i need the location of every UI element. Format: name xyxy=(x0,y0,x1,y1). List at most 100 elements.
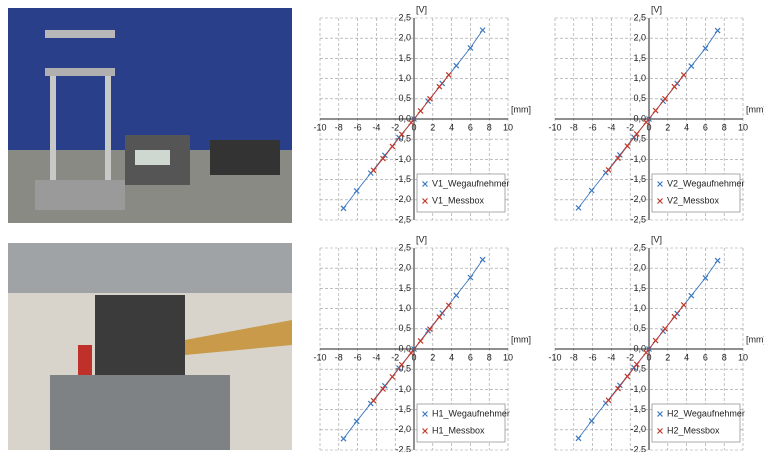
y-tick-label: 0,5 xyxy=(633,93,646,103)
photo-sensor xyxy=(95,295,185,375)
y-tick-label: 1,5 xyxy=(633,53,646,63)
marker xyxy=(589,188,594,193)
marker xyxy=(446,72,451,77)
y-tick-label: -2,0 xyxy=(395,424,411,434)
marker xyxy=(427,327,432,332)
photo-top xyxy=(8,8,292,223)
y-tick-label: -2,5 xyxy=(630,214,646,224)
legend-label: H1_Wegaufnehmer xyxy=(432,408,510,418)
photo-frame xyxy=(50,70,56,180)
x-tick-label: 2 xyxy=(430,352,435,362)
x-tick-label: -4 xyxy=(372,352,380,362)
y-axis-label: [V] xyxy=(651,4,662,14)
y-tick-label: -1,0 xyxy=(395,384,411,394)
y-tick-label: -1,5 xyxy=(395,404,411,414)
marker xyxy=(446,303,451,308)
photo-base xyxy=(50,375,230,450)
x-tick-label: -2 xyxy=(626,122,634,132)
x-tick-label: -2 xyxy=(391,352,399,362)
chart: -10-8-6-4-20246810-2,5-2,0-1,5-1,0-0,50,… xyxy=(313,234,531,452)
y-axis-label: [V] xyxy=(651,234,662,244)
y-tick-label: 2,5 xyxy=(398,12,411,22)
x-tick-label: -10 xyxy=(548,122,561,132)
marker xyxy=(672,314,677,319)
x-tick-label: -8 xyxy=(570,352,578,362)
x-tick-label: -10 xyxy=(548,352,561,362)
y-axis-label: [V] xyxy=(416,4,427,14)
page: -10-8-6-4-20246810-2,5-2,0-1,5-1,0-0,50,… xyxy=(0,0,764,452)
y-tick-label: 1,0 xyxy=(398,73,411,83)
marker xyxy=(354,188,359,193)
x-tick-label: 6 xyxy=(468,122,473,132)
marker xyxy=(341,206,346,211)
x-tick-label: -2 xyxy=(626,352,634,362)
x-tick-label: -10 xyxy=(313,352,326,362)
marker xyxy=(354,419,359,424)
marker xyxy=(606,167,611,172)
y-tick-label: 0,0 xyxy=(633,343,646,353)
y-tick-label: -2,0 xyxy=(630,424,646,434)
marker xyxy=(625,144,630,149)
y-tick-label: 2,0 xyxy=(633,33,646,43)
marker xyxy=(606,398,611,403)
photo-bottom xyxy=(8,243,292,450)
marker xyxy=(480,257,485,262)
x-tick-label: -6 xyxy=(589,352,597,362)
x-tick-label: 4 xyxy=(449,122,454,132)
marker xyxy=(437,84,442,89)
y-axis-label: [V] xyxy=(416,234,427,244)
chart: -10-8-6-4-20246810-2,5-2,0-1,5-1,0-0,50,… xyxy=(548,234,764,452)
y-tick-label: 1,0 xyxy=(633,73,646,83)
marker xyxy=(681,72,686,77)
x-tick-label: -6 xyxy=(589,122,597,132)
marker xyxy=(390,374,395,379)
marker xyxy=(576,205,581,210)
marker xyxy=(689,293,694,298)
photo-display xyxy=(135,150,170,165)
x-axis-label: [mm] xyxy=(746,104,764,114)
marker xyxy=(390,144,395,149)
marker xyxy=(625,374,630,379)
x-tick-label: -4 xyxy=(607,122,615,132)
x-axis-label: [mm] xyxy=(746,334,764,344)
y-tick-label: -1,5 xyxy=(395,174,411,184)
y-tick-label: 0,0 xyxy=(398,343,411,353)
photo-extinguisher xyxy=(78,345,92,375)
x-tick-label: -8 xyxy=(335,122,343,132)
x-tick-label: -6 xyxy=(354,352,362,362)
legend-label: V2_Messbox xyxy=(667,195,720,205)
x-tick-label: 4 xyxy=(449,352,454,362)
x-tick-label: 2 xyxy=(430,122,435,132)
chart: -10-8-6-4-20246810-2,5-2,0-1,5-1,0-0,50,… xyxy=(313,4,531,224)
y-tick-label: -2,5 xyxy=(395,214,411,224)
y-tick-label: 1,5 xyxy=(398,283,411,293)
x-tick-label: 4 xyxy=(684,352,689,362)
photo-device xyxy=(210,140,280,175)
y-tick-label: -2,0 xyxy=(395,194,411,204)
marker xyxy=(480,28,485,33)
photo-plate xyxy=(8,243,292,293)
x-tick-label: -8 xyxy=(335,352,343,362)
marker xyxy=(341,436,346,441)
y-tick-label: -2,5 xyxy=(630,444,646,452)
photo-base xyxy=(35,180,125,210)
y-tick-label: 2,5 xyxy=(633,12,646,22)
x-tick-label: 6 xyxy=(703,122,708,132)
y-tick-label: -2,0 xyxy=(630,194,646,204)
y-tick-label: 0,5 xyxy=(398,93,411,103)
y-tick-label: -1,0 xyxy=(630,384,646,394)
x-axis-label: [mm] xyxy=(511,334,531,344)
y-tick-label: 0,5 xyxy=(398,323,411,333)
marker xyxy=(589,418,594,423)
photo-frame xyxy=(45,30,115,38)
marker xyxy=(715,28,720,33)
marker xyxy=(418,108,423,113)
y-tick-label: 0,0 xyxy=(398,113,411,123)
legend-label: H2_Wegaufnehmer xyxy=(667,408,745,418)
marker xyxy=(715,258,720,263)
y-tick-label: 1,0 xyxy=(398,303,411,313)
y-tick-label: -1,5 xyxy=(630,174,646,184)
marker xyxy=(672,84,677,89)
y-tick-label: -2,5 xyxy=(395,444,411,452)
x-tick-label: 6 xyxy=(468,352,473,362)
